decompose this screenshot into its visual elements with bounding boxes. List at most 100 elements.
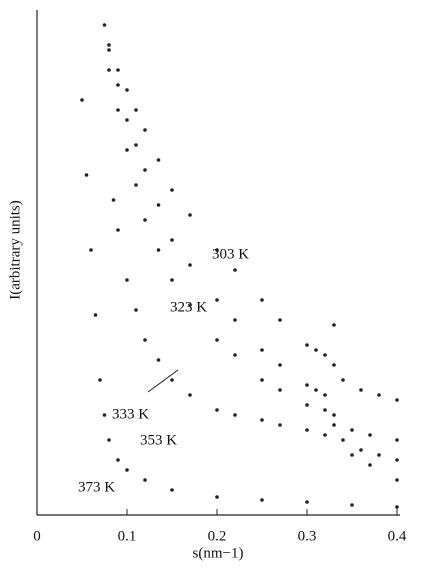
data-point	[143, 478, 147, 482]
data-point	[107, 438, 111, 442]
data-point	[116, 228, 120, 232]
series-label: 303 K	[212, 246, 249, 262]
y-axis-label: I(arbitrary units)	[7, 200, 23, 300]
x-tick-label: 0	[33, 528, 41, 544]
data-point	[102, 413, 107, 417]
data-point	[107, 48, 111, 52]
data-point	[260, 418, 264, 422]
x-tick-label: 0.1	[118, 528, 137, 544]
data-point	[125, 118, 129, 122]
data-point	[107, 43, 111, 47]
data-point	[314, 348, 318, 352]
data-point	[305, 500, 309, 504]
data-point	[111, 198, 116, 202]
data-point	[170, 378, 174, 382]
data-point	[188, 213, 192, 217]
data-point	[314, 388, 318, 392]
series-label: 333 K	[112, 406, 149, 422]
data-point	[359, 448, 363, 452]
data-point	[278, 363, 282, 367]
data-point	[260, 298, 264, 302]
data-point	[143, 168, 147, 172]
data-point	[156, 158, 161, 162]
series-label: 373 K	[78, 479, 115, 495]
series-label: 353 K	[140, 432, 177, 448]
data-point	[188, 303, 192, 307]
data-point	[323, 353, 327, 357]
data-point	[143, 128, 147, 132]
data-point	[170, 488, 174, 492]
data-point	[170, 188, 174, 192]
x-axis-label: s(nm−1)	[193, 545, 244, 561]
data-point	[332, 323, 336, 327]
data-point	[143, 218, 147, 222]
data-point	[93, 313, 98, 317]
data-point	[323, 393, 327, 397]
data-point	[233, 353, 237, 357]
data-point	[395, 478, 399, 482]
data-point	[341, 378, 345, 382]
data-point	[377, 453, 381, 457]
data-point	[215, 338, 219, 342]
data-point	[107, 68, 111, 72]
data-point	[260, 348, 264, 352]
data-point	[233, 318, 237, 322]
data-point	[278, 423, 282, 427]
data-point	[368, 463, 372, 467]
data-point	[125, 88, 129, 92]
x-tick-label: 0.4	[388, 528, 407, 544]
data-point	[368, 433, 372, 437]
data-point	[395, 505, 399, 509]
data-point	[377, 393, 381, 397]
data-point	[134, 183, 138, 187]
data-point	[323, 433, 327, 437]
data-point	[359, 388, 363, 392]
data-point	[125, 468, 129, 472]
data-point	[116, 83, 120, 87]
data-point	[188, 263, 192, 267]
data-point	[323, 408, 327, 412]
data-point	[332, 363, 336, 367]
data-point	[260, 498, 264, 502]
data-point	[156, 358, 161, 362]
data-point	[350, 428, 354, 432]
data-point	[84, 173, 89, 177]
data-point	[134, 308, 138, 312]
data-point	[116, 68, 120, 72]
label-arrow	[147, 369, 179, 393]
data-point	[332, 413, 336, 417]
data-point	[305, 383, 309, 387]
data-point	[215, 408, 219, 412]
x-tick-label: 0.3	[298, 528, 317, 544]
data-point	[134, 108, 138, 112]
data-point	[233, 268, 237, 272]
data-point	[134, 143, 138, 147]
data-point	[278, 388, 282, 392]
data-point	[305, 343, 309, 347]
data-point	[170, 278, 174, 282]
data-point	[233, 413, 237, 417]
data-point	[395, 438, 399, 442]
data-point	[116, 458, 120, 462]
data-point	[80, 98, 84, 102]
data-point	[188, 393, 192, 397]
data-point	[143, 338, 147, 342]
data-point	[125, 148, 129, 152]
data-point	[278, 318, 282, 322]
data-point	[350, 503, 354, 507]
data-point	[332, 423, 336, 427]
data-point	[156, 248, 161, 252]
series-label: 323 K	[170, 299, 207, 315]
data-point	[305, 403, 309, 407]
data-point	[156, 203, 161, 207]
data-point	[170, 238, 174, 242]
data-point	[395, 458, 399, 462]
data-point	[89, 248, 93, 252]
data-point	[215, 248, 219, 252]
data-point	[102, 23, 107, 27]
x-tick-label: 0.2	[208, 528, 227, 544]
data-point	[125, 278, 129, 282]
data-point	[395, 398, 399, 402]
data-point	[215, 495, 219, 499]
